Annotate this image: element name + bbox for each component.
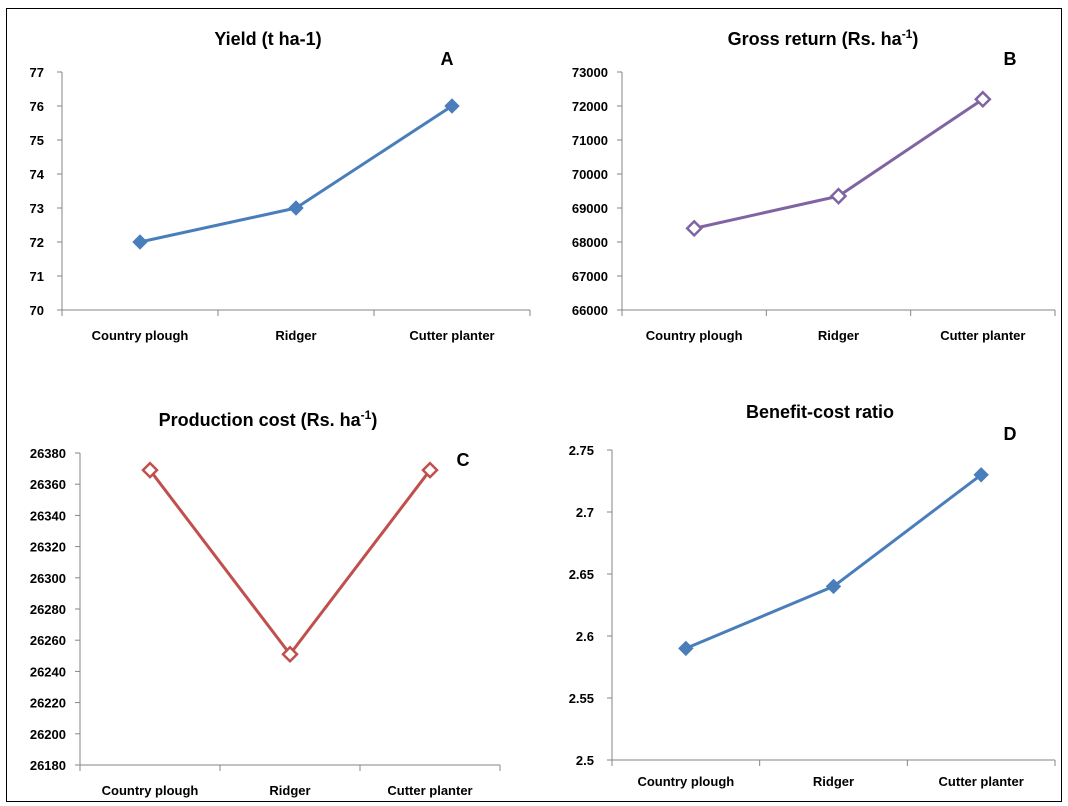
y-tick-label: 67000 xyxy=(572,269,608,284)
chart-title-end: ) xyxy=(371,410,377,430)
series-line xyxy=(139,104,453,244)
series-line xyxy=(148,469,432,656)
x-tick-label: Ridger xyxy=(818,328,859,343)
y-tick-label: 2.55 xyxy=(569,691,594,706)
y-tick-label: 77 xyxy=(30,65,44,80)
data-point-marker xyxy=(288,200,304,216)
data-point-marker xyxy=(685,219,703,238)
data-point-marker xyxy=(132,234,148,250)
y-tick-label: 66000 xyxy=(572,303,608,318)
data-point-marker xyxy=(974,90,992,108)
y-tick-label: 26260 xyxy=(30,633,66,648)
x-tick-label: Ridger xyxy=(269,783,310,798)
panel-label: D xyxy=(1004,424,1017,444)
y-tick-label: 26240 xyxy=(30,664,66,679)
x-tick-label: Ridger xyxy=(813,774,854,789)
x-tick-label: Cutter planter xyxy=(409,328,494,343)
y-tick-label: 72000 xyxy=(572,99,608,114)
chart-title-main: Yield (t ha-1) xyxy=(214,29,321,49)
x-tick-label: Cutter planter xyxy=(940,328,1025,343)
chart-title-main: Benefit-cost ratio xyxy=(746,402,894,422)
chart-title-superscript: -1 xyxy=(361,408,372,422)
y-tick-label: 76 xyxy=(30,99,44,114)
y-tick-label: 2.65 xyxy=(569,567,594,582)
chart-title-superscript: -1 xyxy=(902,27,913,41)
y-tick-label: 2.6 xyxy=(576,629,594,644)
x-tick-label: Cutter planter xyxy=(387,783,472,798)
y-tick-label: 26340 xyxy=(30,508,66,523)
y-tick-label: 75 xyxy=(30,133,44,148)
data-point-marker xyxy=(421,461,439,479)
panel-label: B xyxy=(1004,49,1017,69)
y-tick-label: 2.5 xyxy=(576,753,594,768)
y-tick-label: 26320 xyxy=(30,540,66,555)
data-point-marker xyxy=(281,645,299,664)
data-point-marker xyxy=(444,98,460,114)
data-point-marker xyxy=(141,461,159,479)
y-tick-label: 68000 xyxy=(572,235,608,250)
y-tick-label: 26380 xyxy=(30,446,66,461)
y-tick-label: 71000 xyxy=(572,133,608,148)
chart-title-end: ) xyxy=(912,29,918,49)
series-line xyxy=(685,473,983,650)
x-tick-label: Country plough xyxy=(646,328,743,343)
y-tick-label: 74 xyxy=(30,167,45,182)
chart-title-main: Production cost (Rs. ha xyxy=(159,410,362,430)
chart-title-main: Gross return (Rs. ha xyxy=(728,29,903,49)
y-tick-label: 70 xyxy=(30,303,44,318)
y-tick-label: 2.7 xyxy=(576,505,594,520)
data-point-marker xyxy=(973,467,989,483)
x-tick-label: Country plough xyxy=(102,783,199,798)
x-tick-label: Cutter planter xyxy=(939,774,1024,789)
y-tick-label: 71 xyxy=(30,269,44,284)
chart-title: Benefit-cost ratio xyxy=(746,402,894,422)
chart-title: Yield (t ha-1) xyxy=(214,29,321,49)
y-tick-label: 72 xyxy=(30,235,44,250)
x-tick-label: Ridger xyxy=(275,328,316,343)
data-point-marker xyxy=(829,187,848,205)
y-tick-label: 26300 xyxy=(30,571,66,586)
figure-border xyxy=(6,8,1062,802)
x-tick-label: Country plough xyxy=(637,774,734,789)
y-tick-label: 26360 xyxy=(30,477,66,492)
panel-label: C xyxy=(457,450,470,470)
series-line xyxy=(693,97,984,230)
x-tick-label: Country plough xyxy=(92,328,189,343)
y-tick-label: 26220 xyxy=(30,696,66,711)
data-point-marker xyxy=(678,640,694,657)
y-tick-label: 73 xyxy=(30,201,44,216)
chart-title: Gross return (Rs. ha-1) xyxy=(728,27,919,49)
panel-label: A xyxy=(441,49,454,69)
y-tick-label: 26180 xyxy=(30,758,66,773)
y-tick-label: 26280 xyxy=(30,602,66,617)
y-tick-label: 26200 xyxy=(30,727,66,742)
y-tick-label: 70000 xyxy=(572,167,608,182)
data-point-marker xyxy=(825,578,842,595)
y-tick-label: 69000 xyxy=(572,201,608,216)
chart-title: Production cost (Rs. ha-1) xyxy=(159,408,378,430)
y-tick-label: 73000 xyxy=(572,65,608,80)
y-tick-label: 2.75 xyxy=(569,443,594,458)
